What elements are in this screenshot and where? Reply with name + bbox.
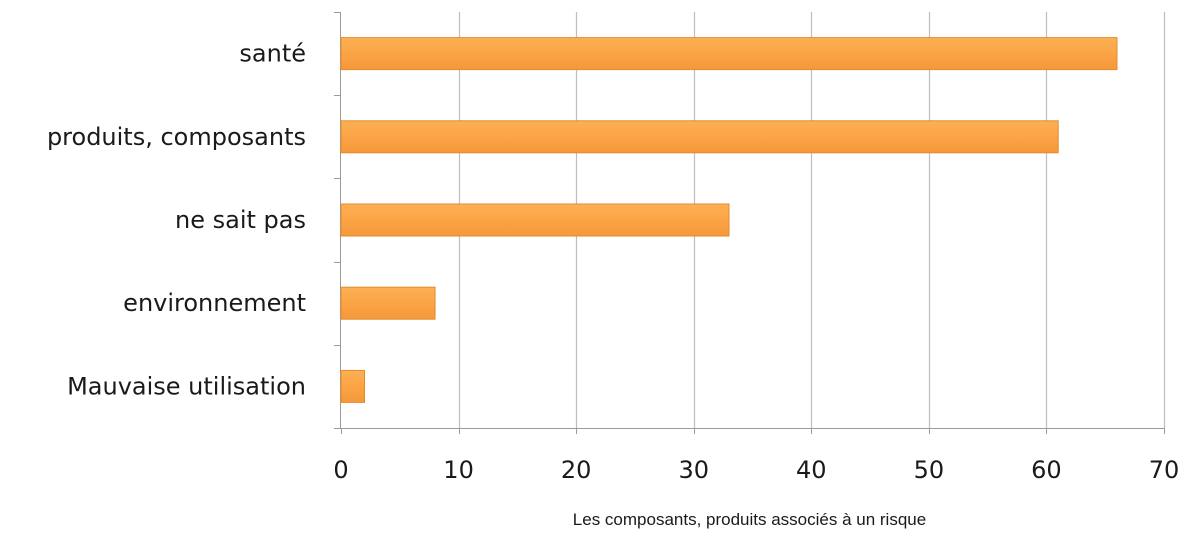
category-label: santé: [239, 40, 306, 68]
x-tick-label: 20: [561, 456, 592, 484]
x-tick-label: 0: [333, 456, 348, 484]
x-tick-label: 10: [443, 456, 474, 484]
category-label: produits, composants: [47, 123, 306, 151]
category-labels: santé produits, composants ne sait pas envi…: [47, 40, 306, 401]
x-tick-label: 50: [914, 456, 945, 484]
category-label: environnement: [123, 289, 306, 317]
category-label: ne sait pas: [175, 206, 306, 234]
bar: [340, 286, 436, 320]
bar: [340, 120, 1059, 154]
x-tick-label: 60: [1031, 456, 1062, 484]
x-tick-label: 30: [678, 456, 709, 484]
bar: [340, 37, 1118, 71]
x-tick-label: 70: [1149, 456, 1180, 484]
bar: [340, 369, 366, 403]
category-label: Mauvaise utilisation: [67, 372, 306, 400]
x-axis-label: Les composants, produits associés à un r…: [573, 510, 926, 529]
x-tick-label: 40: [796, 456, 827, 484]
x-tick-labels: 0 10 20 30 40 50 60 70: [333, 456, 1179, 484]
bar: [340, 203, 730, 237]
bars: [340, 37, 1118, 403]
